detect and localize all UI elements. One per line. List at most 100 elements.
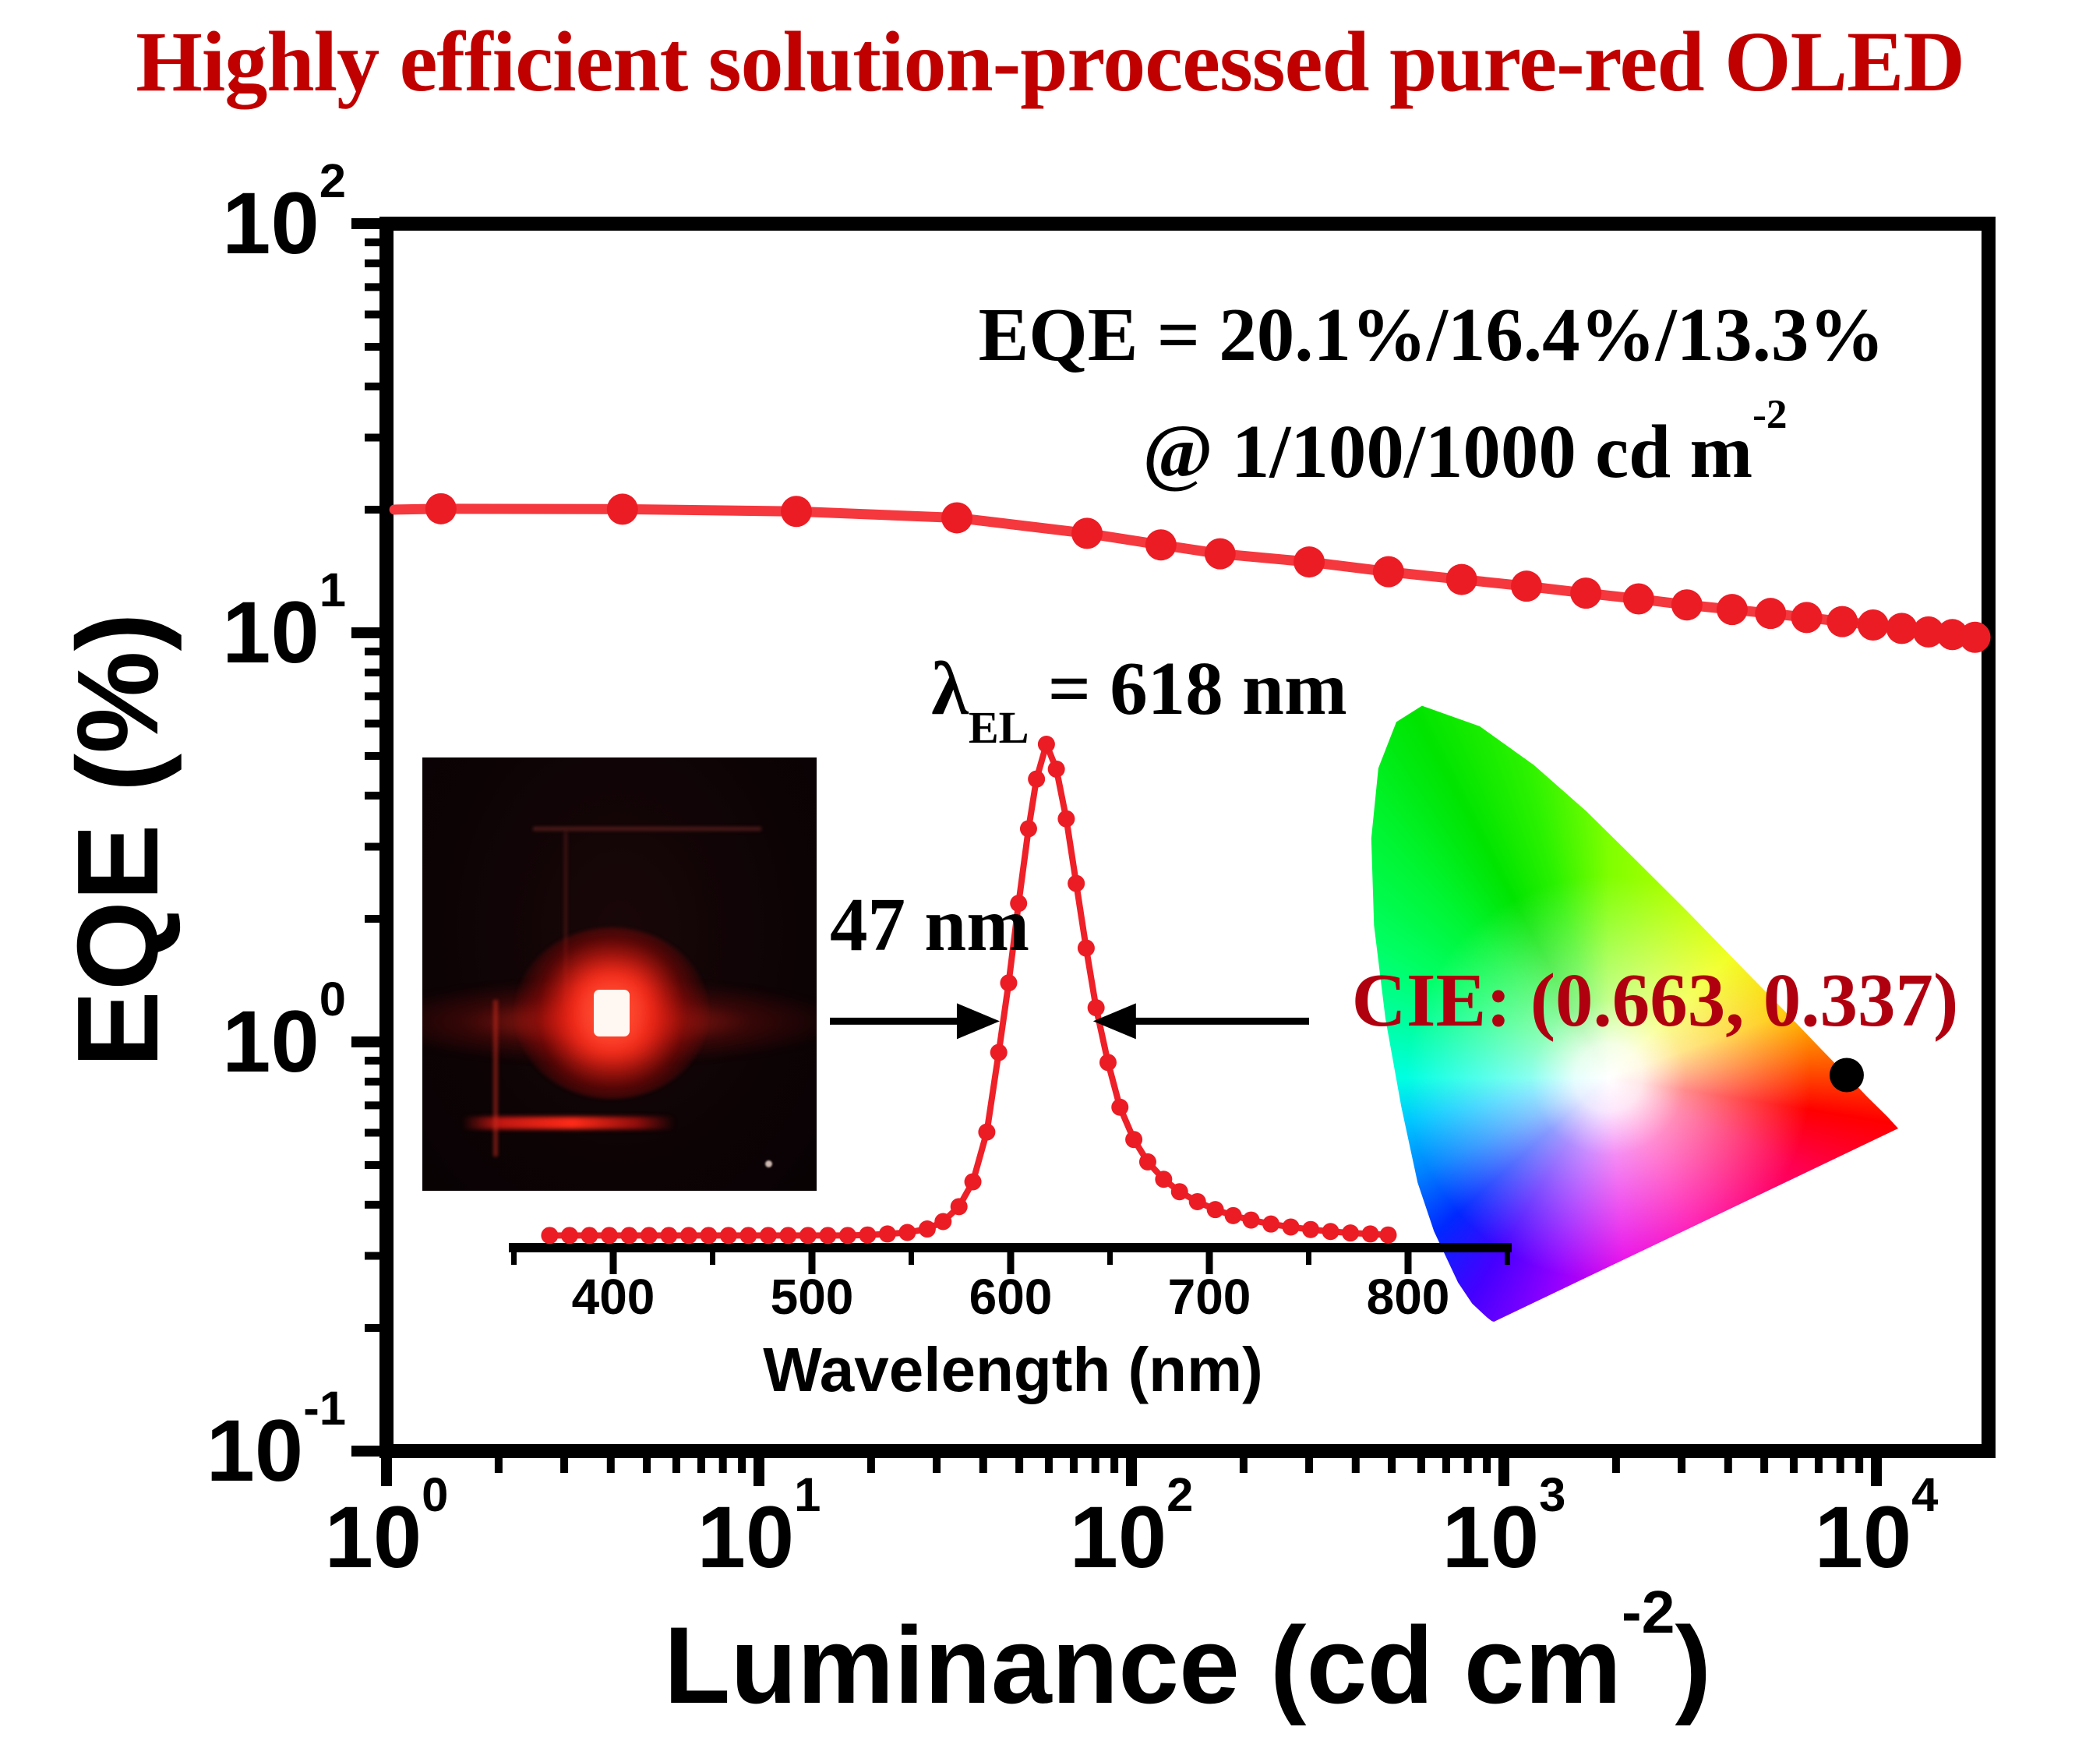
tick-base: 10 [222, 175, 319, 272]
tick-exponent: 1 [319, 563, 346, 617]
eqe-data-point [1936, 619, 1968, 651]
el-spectrum-point [640, 1227, 658, 1245]
lambda-subscript: EL [968, 701, 1029, 753]
el-spectrum-point [1028, 770, 1046, 788]
el-spectrum-point [600, 1227, 618, 1245]
tick-base: 10 [222, 993, 319, 1090]
el-spectrum-point [990, 1043, 1008, 1061]
tick-exponent: 0 [422, 1467, 449, 1522]
eqe-data-point [1294, 546, 1325, 578]
eqe-data-point [1857, 609, 1889, 641]
spectrum-tick-label: 400 [571, 1269, 655, 1325]
cie-coordinates-label: CIE: (0.663, 0.337) [1351, 959, 1959, 1043]
x-axis-title-close: ) [1675, 1604, 1712, 1726]
el-spectrum-point [1057, 810, 1075, 828]
spectrum-tick-label: 600 [969, 1269, 1053, 1325]
ytick-label: 102 [222, 157, 346, 267]
el-spectrum-point [1242, 1211, 1260, 1229]
el-spectrum-point [660, 1227, 678, 1245]
eqe-data-point [606, 493, 638, 525]
eqe-data-point [1912, 616, 1944, 648]
el-spectrum-point [1068, 874, 1085, 892]
eqe-data-point [1826, 606, 1858, 637]
tick-exponent: 3 [1539, 1467, 1566, 1522]
eqe-data-point [1445, 563, 1477, 595]
el-spectrum-point [859, 1226, 877, 1244]
eqe-values-annotation: EQE = 20.1%/16.4%/13.3% [978, 293, 1885, 377]
eqe-data-point [1791, 602, 1823, 634]
el-spectrum-point [1099, 1054, 1117, 1072]
ytick-label: 100 [222, 975, 346, 1086]
el-spectrum-point [581, 1227, 598, 1245]
xtick-label: 104 [1815, 1471, 1939, 1581]
el-spectrum-point [1302, 1220, 1320, 1238]
xtick-label: 102 [1070, 1471, 1194, 1581]
el-spectrum-point [1224, 1206, 1242, 1224]
eqe-data-point [1716, 594, 1748, 626]
photo-reflection-line [493, 1000, 499, 1156]
el-spectrum-point [739, 1227, 757, 1245]
tick-exponent: 2 [319, 154, 346, 208]
el-spectrum-point [1282, 1218, 1300, 1236]
tick-exponent: 2 [1166, 1467, 1194, 1522]
tick-base: 10 [206, 1402, 304, 1499]
el-spectrum-point [799, 1227, 817, 1245]
el-spectrum-point [759, 1227, 777, 1245]
xtick-label: 100 [325, 1471, 449, 1581]
eqe-data-point [1071, 517, 1103, 549]
el-spectrum-point [978, 1123, 996, 1141]
el-spectrum-point [700, 1227, 718, 1245]
fwhm-annotation: 47 nm [830, 883, 1029, 967]
el-spectrum-point [1170, 1183, 1188, 1201]
eqe-data-point [1755, 598, 1787, 630]
fwhm-left-arrowhead [956, 1003, 1000, 1040]
x-axis-title-exponent: -2 [1622, 1579, 1675, 1646]
el-spectrum-point [1379, 1226, 1397, 1244]
eqe-data-point [1372, 556, 1404, 588]
xtick-label: 103 [1442, 1471, 1566, 1581]
tick-exponent: 0 [319, 972, 346, 1026]
el-spectrum-point [1037, 736, 1055, 753]
ytick-label: 10-1 [206, 1384, 346, 1495]
el-spectrum-point [950, 1198, 968, 1216]
el-spectrum-point [1206, 1201, 1224, 1219]
el-spectrum-point [898, 1224, 916, 1241]
tick-base: 10 [222, 584, 319, 681]
el-spectrum-point [779, 1227, 797, 1245]
oled-device-photo [422, 757, 817, 1191]
eqe-data-point [1959, 621, 1991, 653]
at-annotation-text: @ 1/100/1000 cd m [1142, 410, 1753, 494]
spectrum-tick-label: 500 [770, 1269, 854, 1325]
lambda-value: = 618 nm [1029, 647, 1347, 731]
tick-exponent: -1 [303, 1381, 346, 1435]
eqe-data-point [1671, 589, 1703, 621]
fwhm-right-arrowhead [1092, 1003, 1136, 1040]
at-annotation-exponent: -2 [1752, 390, 1788, 438]
eqe-data-point [1145, 529, 1177, 561]
el-spectrum-point [1262, 1215, 1280, 1233]
el-spectrum-point [918, 1220, 936, 1238]
el-spectrum-point [1047, 760, 1065, 778]
tick-base: 10 [1442, 1488, 1540, 1586]
el-spectrum-point [1111, 1098, 1129, 1116]
xtick-label: 101 [697, 1471, 821, 1581]
spectrum-x-axis-title: Wavelength (nm) [763, 1335, 1263, 1404]
eqe-data-point [1886, 613, 1918, 644]
el-spectrum-point [1019, 820, 1037, 838]
eqe-data-point [1570, 577, 1602, 609]
el-spectrum-point [719, 1227, 737, 1245]
el-spectrum-point [1342, 1224, 1360, 1242]
tick-base: 10 [697, 1488, 795, 1586]
photo-glass-edge-top [532, 826, 762, 831]
tick-exponent: 4 [1911, 1467, 1939, 1522]
photo-speck [765, 1160, 773, 1168]
tick-base: 10 [1814, 1488, 1912, 1586]
el-spectrum-point [620, 1227, 638, 1245]
tick-base: 10 [324, 1488, 422, 1586]
el-spectrum-point [1087, 999, 1105, 1017]
el-spectrum-point [541, 1227, 559, 1245]
y-axis-title: EQE (%) [54, 613, 182, 1068]
eqe-data-point [941, 502, 973, 534]
eqe-data-point [425, 493, 457, 524]
eqe-data-point [1622, 583, 1654, 615]
